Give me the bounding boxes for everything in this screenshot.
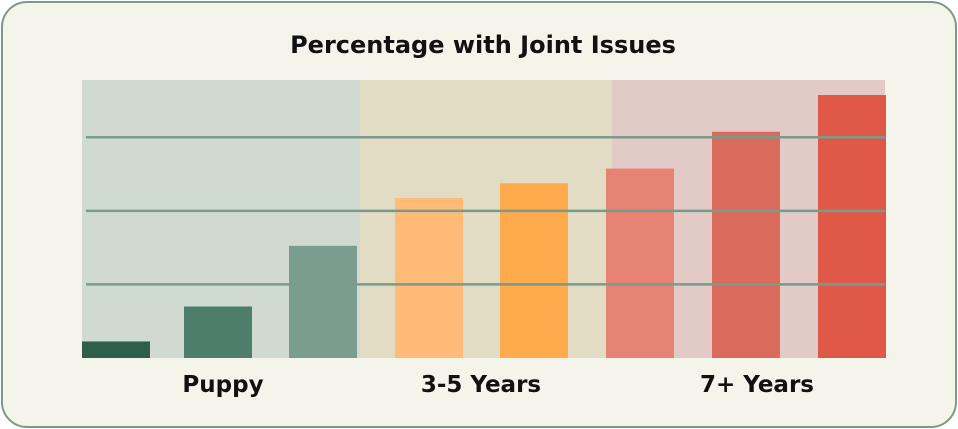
category-labels: Puppy 3-5 Years 7+ Years bbox=[182, 372, 814, 398]
bar-puppy-3 bbox=[289, 245, 357, 358]
bar-3-5-years-1 bbox=[395, 197, 463, 358]
category-label-7-years: 7+ Years bbox=[700, 372, 814, 398]
bar-7-years-2 bbox=[712, 131, 780, 358]
bar-puppy-2 bbox=[184, 306, 252, 358]
gridlines bbox=[86, 136, 885, 286]
category-label-puppy: Puppy bbox=[182, 372, 263, 398]
category-label-3-5-years: 3-5 Years bbox=[421, 372, 541, 398]
bar-puppy-1 bbox=[82, 341, 150, 358]
bars bbox=[82, 95, 886, 358]
chart-title: Percentage with Joint Issues bbox=[290, 31, 676, 59]
bar-7-years-3 bbox=[818, 95, 886, 358]
bar-7-years-1 bbox=[606, 168, 674, 358]
bar-3-5-years-2 bbox=[500, 183, 568, 358]
